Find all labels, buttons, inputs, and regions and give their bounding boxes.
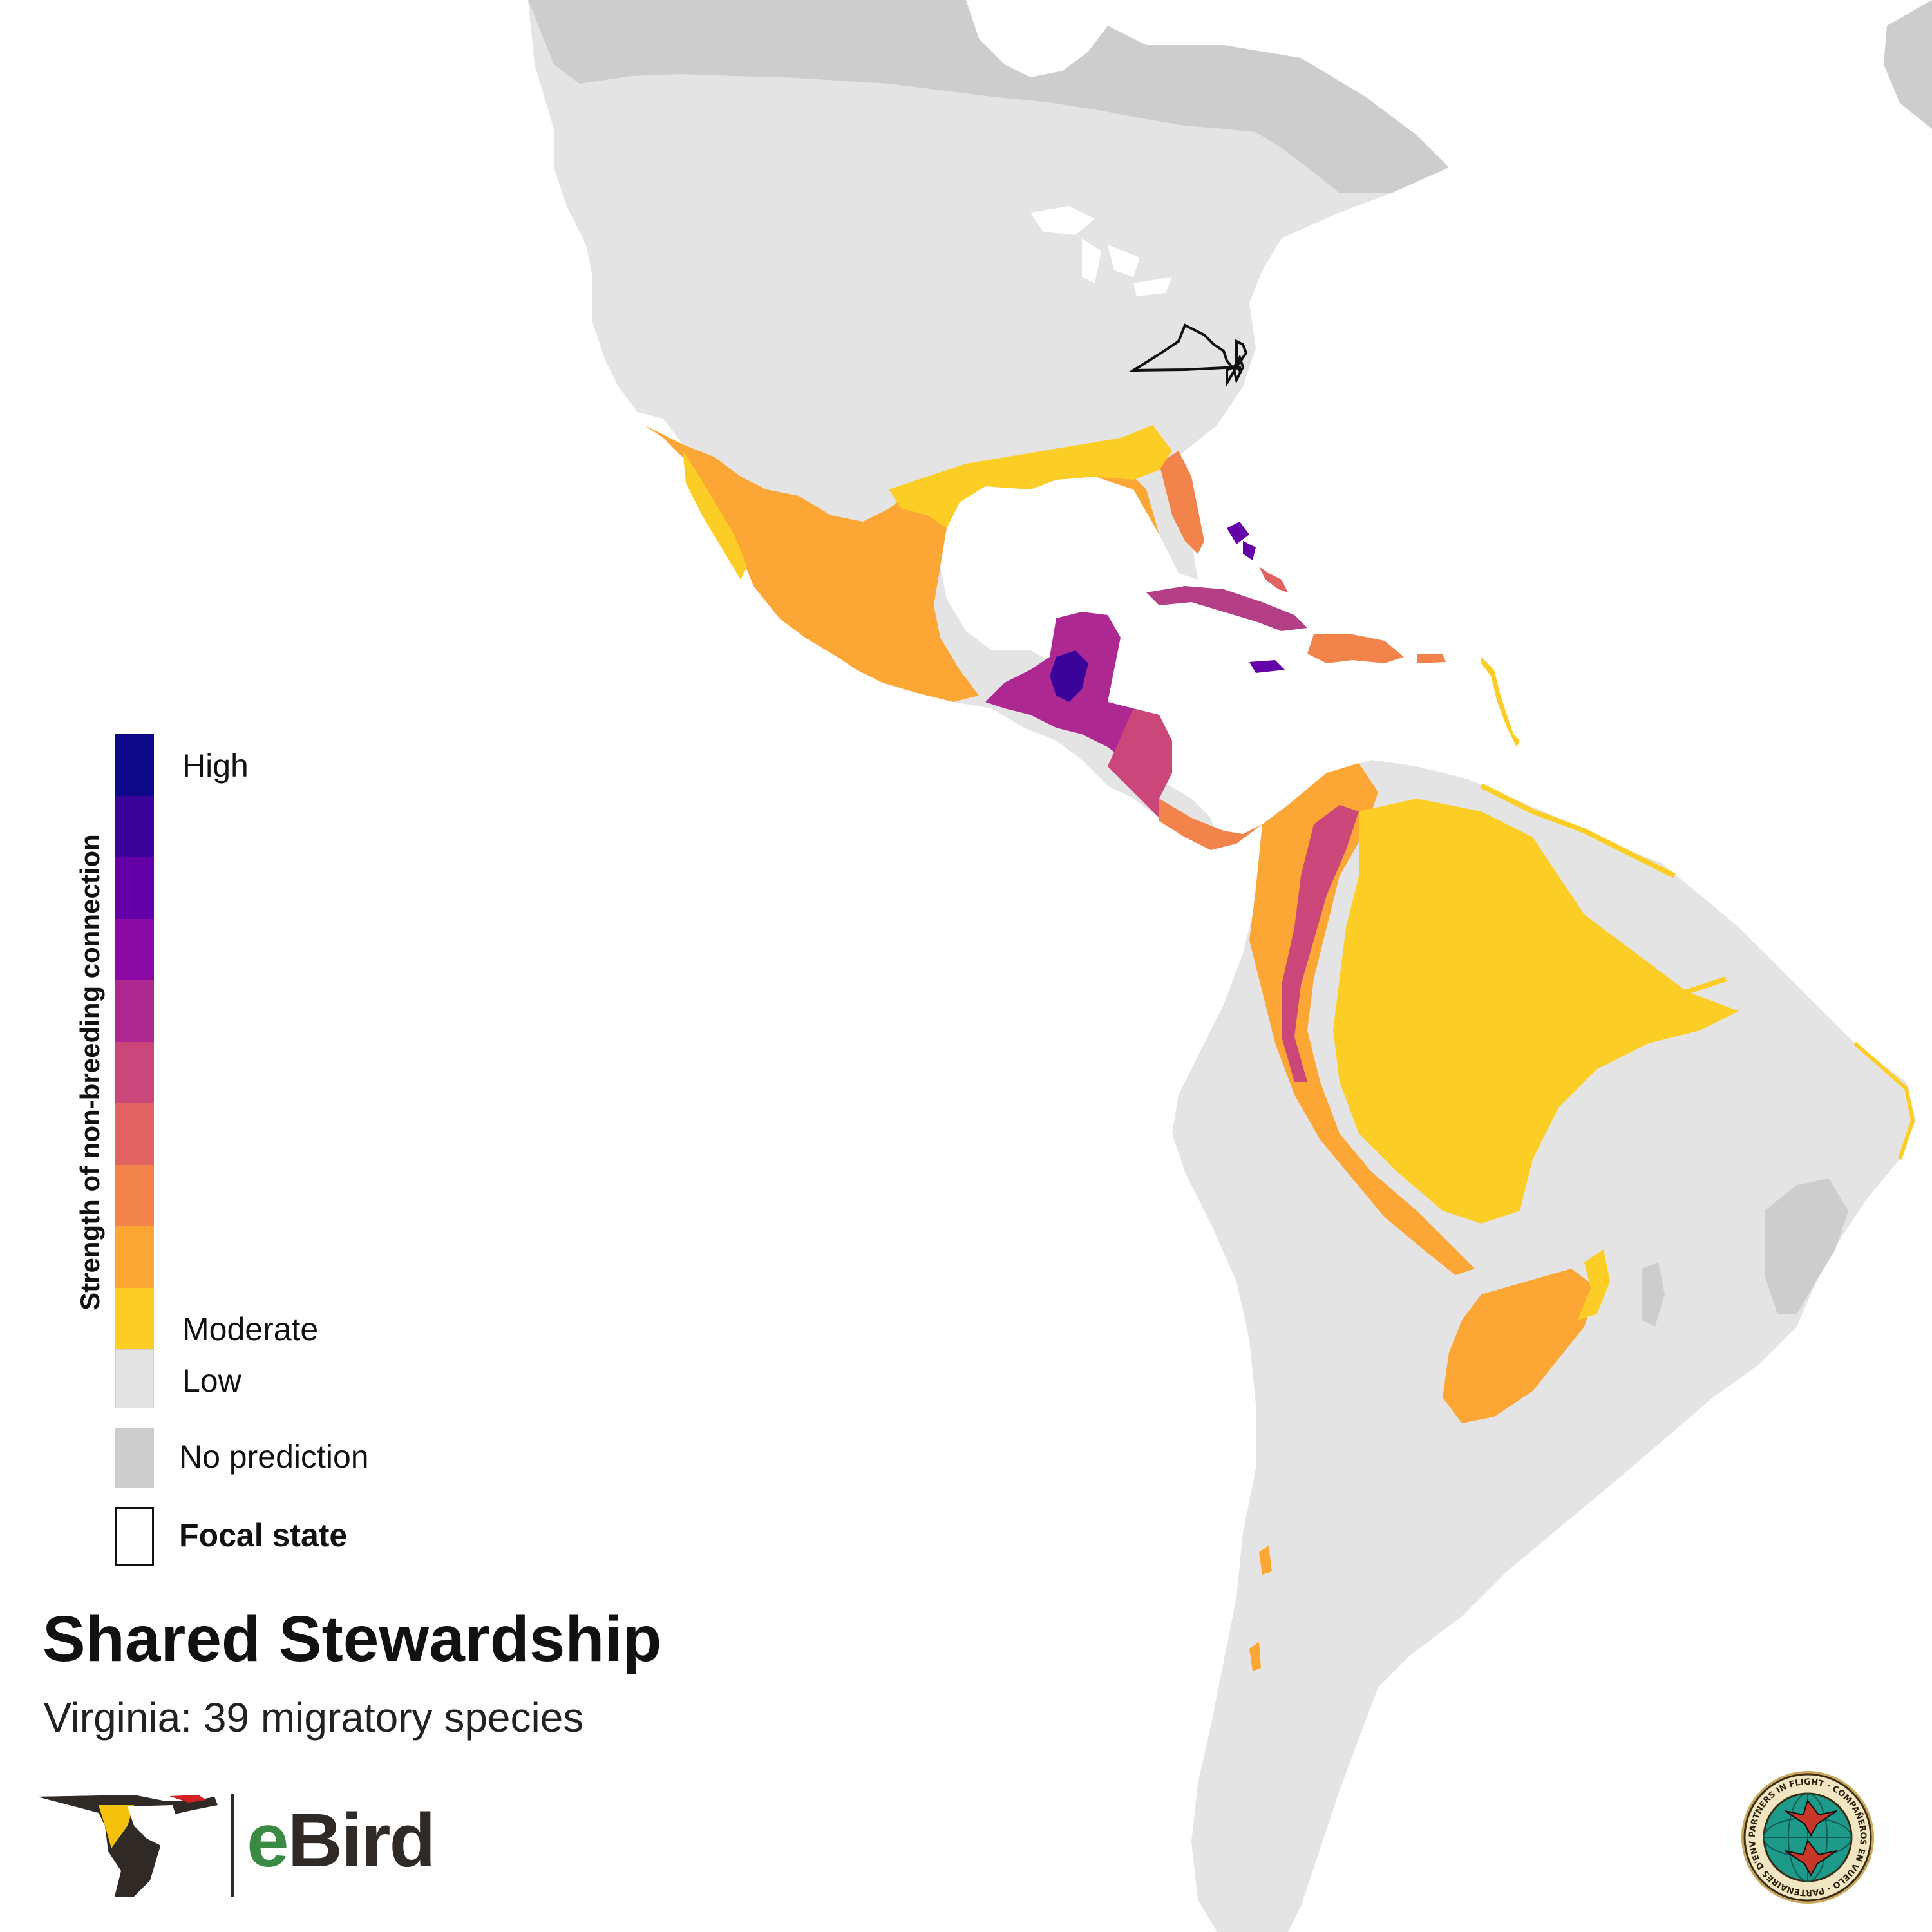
map-subtitle: Virginia: 39 migratory species: [44, 1694, 584, 1741]
northern-coast-fringe: [1480, 783, 1676, 878]
bahamas-islands: [1227, 522, 1256, 560]
yucatan-core-high-region: [1050, 650, 1088, 702]
legend-low-label: Low: [182, 1363, 242, 1399]
eastern-coast-fringe: [1853, 1041, 1915, 1160]
legend-focal-state-label: Focal state: [179, 1517, 348, 1553]
great-lakes: [1030, 206, 1172, 296]
amazon-river-line: [1531, 976, 1727, 1046]
andes-high-strip: [1282, 805, 1359, 1082]
legend-ramp-swatch: [115, 1287, 154, 1349]
legend-ramp-swatch: [115, 1226, 154, 1288]
partners-in-flight-seal-icon: PARTNERS IN FLIGHT · COMPAÑEROS EN VUELO…: [1740, 1770, 1874, 1904]
virginia-focal-state-outline: [1128, 323, 1248, 388]
legend-moderate-label: Moderate: [182, 1311, 319, 1347]
hudson-bay: [966, 0, 1108, 77]
legend-ramp-swatch: [115, 1041, 154, 1103]
legend-ramp-swatch: [115, 857, 154, 919]
legend-ramp-swatch: [115, 734, 154, 796]
florida-region: [1159, 451, 1204, 554]
jamaica-island: [1249, 660, 1285, 673]
legend-high-label: High: [182, 748, 249, 784]
legend-ramp-swatch: [115, 1164, 154, 1226]
bahamas-south-islands: [1259, 567, 1288, 592]
ebird-wordmark: eBird: [247, 1798, 436, 1883]
pantanal-no-prediction-region: [1642, 1262, 1665, 1327]
legend-color-ramp: [115, 734, 154, 1349]
mexico-non-breeding-region: [644, 425, 1159, 702]
brazil-no-prediction-region: [1765, 1179, 1848, 1314]
legend-ramp-swatch: [115, 918, 154, 980]
legend-ramp-swatch: [115, 980, 154, 1042]
lesser-antilles: [1481, 657, 1520, 747]
legend-ramp-swatch: [115, 795, 154, 857]
legend-ramp-swatch: [115, 1103, 154, 1165]
amazon-non-breeding-region: [1333, 799, 1739, 1224]
chaco-fringe-region: [1578, 1249, 1610, 1320]
cuba-island: [1146, 586, 1307, 631]
legend-title: Strength of non-breeding connection: [75, 834, 105, 1311]
map-title: Shared Stewardship: [43, 1603, 662, 1675]
gulf-coast-region: [889, 425, 1172, 528]
legend-focal-state-swatch: [115, 1507, 154, 1566]
southern-coast-patches: [1249, 1546, 1272, 1671]
legend-no-prediction-label: No prediction: [179, 1439, 369, 1475]
greenland-fragment: [1884, 0, 1932, 129]
legend-low-swatch: [115, 1349, 154, 1408]
gran-chaco-region: [1443, 1269, 1597, 1423]
hispaniola-island: [1307, 634, 1404, 663]
northern-no-prediction-region: [528, 0, 1449, 193]
baja-peninsula-region: [683, 451, 747, 580]
ebird-woodpecker-logo-icon: [37, 1794, 234, 1897]
puerto-rico-island: [1417, 654, 1446, 663]
costa-rica-panama-region: [1159, 799, 1262, 850]
central-america-region: [1108, 708, 1224, 844]
legend-no-prediction-swatch: [115, 1428, 154, 1488]
north-america-landmass: [528, 0, 1449, 837]
